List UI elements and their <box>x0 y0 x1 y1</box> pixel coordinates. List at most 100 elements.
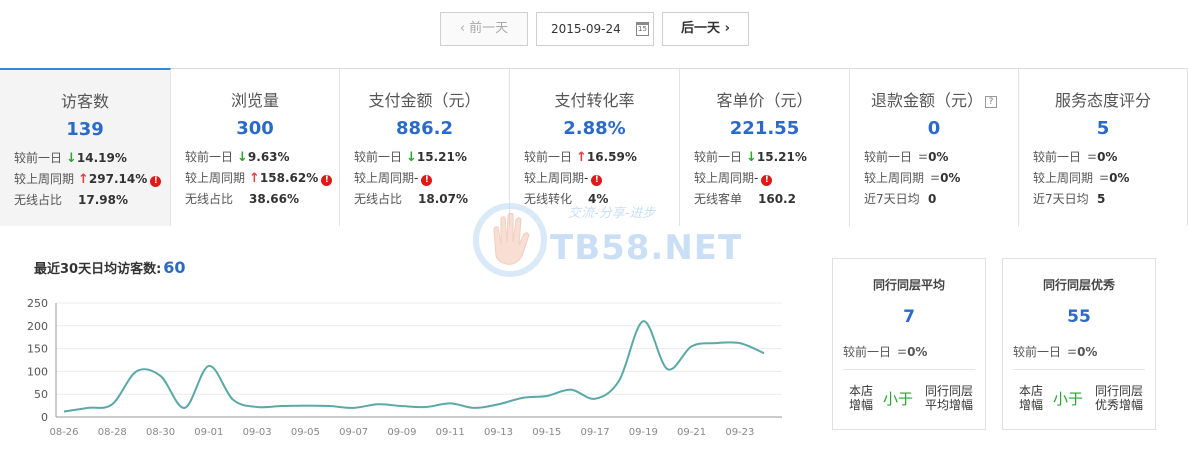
data-point <box>690 344 694 348</box>
x-tick-label: 09-13 <box>484 427 513 438</box>
x-tick-label: 09-19 <box>629 427 658 438</box>
metric-row-value: 158.62% <box>259 171 319 185</box>
peer-excellent-box: 同行同层优秀 55 较前一日 =0% 本店增幅 小于 同行同层优秀增幅 <box>1002 258 1156 430</box>
metric-row-value: 0% <box>1109 171 1130 185</box>
data-point <box>400 404 404 408</box>
metric-title: 退款金额（元）? <box>850 87 1018 111</box>
arrow-up-icon: ↑ <box>249 171 260 186</box>
hand-logo-icon <box>473 203 547 277</box>
metric-row: 无线转化 4% <box>524 190 608 207</box>
metric-row-label: 较上周同期 <box>185 171 246 185</box>
metric-row-label: 较上周同期 <box>864 171 925 185</box>
data-point <box>231 398 235 402</box>
metric-row: 较前一日 ↓15.21% <box>354 148 467 165</box>
metric-row-label: 无线转化 <box>524 192 573 206</box>
metric-value: 0 <box>927 118 941 139</box>
metric-row: 较上周同期 =0% <box>1033 169 1129 186</box>
metric-title: 支付金额（元） <box>340 87 509 111</box>
warning-icon[interactable]: ! <box>150 176 162 187</box>
peer-growth-label: 同行同层优秀增幅 <box>1094 384 1143 412</box>
help-icon[interactable]: ? <box>985 96 997 108</box>
metric-title-text: 浏览量 <box>230 91 279 110</box>
data-point <box>110 402 114 406</box>
peer-average-change-value: 0% <box>907 345 928 359</box>
metric-row-value: - <box>754 171 759 185</box>
metric-row-value: - <box>414 171 419 185</box>
x-tick-label: 09-11 <box>436 427 465 438</box>
data-point <box>472 406 476 410</box>
metric-row-value: 14.19% <box>76 151 127 165</box>
metric-value: 886.2 <box>396 118 453 139</box>
prev-day-button[interactable]: ‹ 前一天 <box>440 12 528 46</box>
metric-row: 较上周同期 =0% <box>864 169 960 186</box>
calendar-icon[interactable]: 15 <box>636 22 649 36</box>
data-point <box>183 406 187 410</box>
warning-icon[interactable]: ! <box>761 175 773 186</box>
metric-title-text: 退款金额（元） <box>870 91 983 110</box>
data-point <box>496 402 500 406</box>
arrow-up-icon: ↑ <box>576 150 587 165</box>
y-tick-label: 150 <box>27 343 48 356</box>
divider <box>843 369 975 370</box>
divider <box>1013 369 1145 370</box>
data-point <box>641 319 645 323</box>
x-tick-label: 08-28 <box>98 427 127 438</box>
metric-row: 较前一日 =0% <box>864 148 948 165</box>
metric-card[interactable]: 退款金额（元）? 0 较前一日 =0% 较上周同期 =0% 近7天日均 0 <box>850 69 1019 226</box>
metric-row: 较上周同期 ↑158.62%! <box>185 169 333 186</box>
metric-row: 较前一日 ↓14.19% <box>14 149 127 166</box>
metric-row-label: 较前一日 <box>185 150 234 164</box>
peer-excellent-change-value: 0% <box>1077 345 1098 359</box>
x-tick-label: 08-26 <box>49 427 78 438</box>
arrow-down-icon: ↓ <box>746 150 757 165</box>
x-tick-label: 09-17 <box>581 427 610 438</box>
warning-icon[interactable]: ! <box>591 175 603 186</box>
next-day-button[interactable]: 后一天 › <box>662 12 749 46</box>
metric-row-label: 较前一日 <box>14 151 63 165</box>
metric-row-value: 0% <box>1097 150 1118 164</box>
metric-row: 近7天日均 0 <box>864 190 936 207</box>
data-point <box>569 388 573 392</box>
metric-row-label: 无线客单 <box>694 192 743 206</box>
y-tick-label: 0 <box>41 411 48 424</box>
x-tick-label: 08-30 <box>146 427 175 438</box>
warning-icon[interactable]: ! <box>321 175 333 186</box>
metric-card[interactable]: 客单价（元） 221.55 较前一日 ↓15.21% 较上周同期-! 无线客单 160.2 <box>680 69 850 226</box>
visitor-line-chart: 0 50 100 150 200 250 08-26 08-28 08-30 09-01 09-03… <box>27 297 782 438</box>
prev-day-label: 前一天 <box>469 21 509 36</box>
metric-card[interactable]: 支付金额（元） 886.2 较前一日 ↓15.21% 较上周同期-! 无线占比 18.07% <box>340 69 510 226</box>
peer-average-change: 较前一日 =0% <box>843 343 927 360</box>
metric-row: 近7天日均 5 <box>1033 190 1105 207</box>
warning-icon[interactable]: ! <box>421 175 433 186</box>
metric-title: 服务态度评分 <box>1019 87 1187 111</box>
metric-row: 较前一日 ↓15.21% <box>694 148 807 165</box>
data-point <box>738 341 742 345</box>
metric-card[interactable]: 浏览量 300 较前一日 ↓9.63% 较上周同期 ↑158.62%! 无线占比 38.66% <box>171 69 340 226</box>
metric-card[interactable]: 支付转化率 2.88% 较前一日 ↑16.59% 较上周同期-! 无线转化 4% <box>510 69 680 226</box>
chevron-left-icon: ‹ <box>459 21 470 36</box>
arrow-down-icon: ↓ <box>406 150 417 165</box>
metric-row-value: 38.66% <box>249 192 299 206</box>
metric-card[interactable]: 服务态度评分 5 较前一日 =0% 较上周同期 =0% 近7天日均 5 <box>1019 69 1188 226</box>
series-line <box>63 320 765 413</box>
data-point <box>593 397 597 401</box>
data-point <box>86 406 90 410</box>
metric-row-value: 160.2 <box>758 192 796 206</box>
metric-card[interactable]: 访客数 139 较前一日 ↓14.19% 较上周同期 ↑297.14%! 无线占比 17.98… <box>0 68 171 226</box>
equal-icon: = <box>1067 345 1078 359</box>
data-point <box>328 404 332 408</box>
data-point <box>207 364 211 368</box>
peer-excellent-title: 同行同层优秀 <box>1042 278 1115 292</box>
metric-row-value: 16.59% <box>586 150 637 164</box>
date-picker[interactable]: 2015-09-24 15 <box>536 12 654 46</box>
metric-row: 较前一日 ↓9.63% <box>185 148 290 165</box>
watermark-text: TB58.NET <box>550 228 743 268</box>
date-value: 2015-09-24 <box>551 22 621 36</box>
metric-row-value: 15.21% <box>756 150 807 164</box>
metric-title: 访客数 <box>0 88 170 112</box>
y-tick-label: 100 <box>27 365 48 378</box>
metric-row-label: 较前一日 <box>694 150 743 164</box>
x-tick-label: 09-03 <box>243 427 272 438</box>
comparison-result: 小于 <box>1053 390 1084 408</box>
